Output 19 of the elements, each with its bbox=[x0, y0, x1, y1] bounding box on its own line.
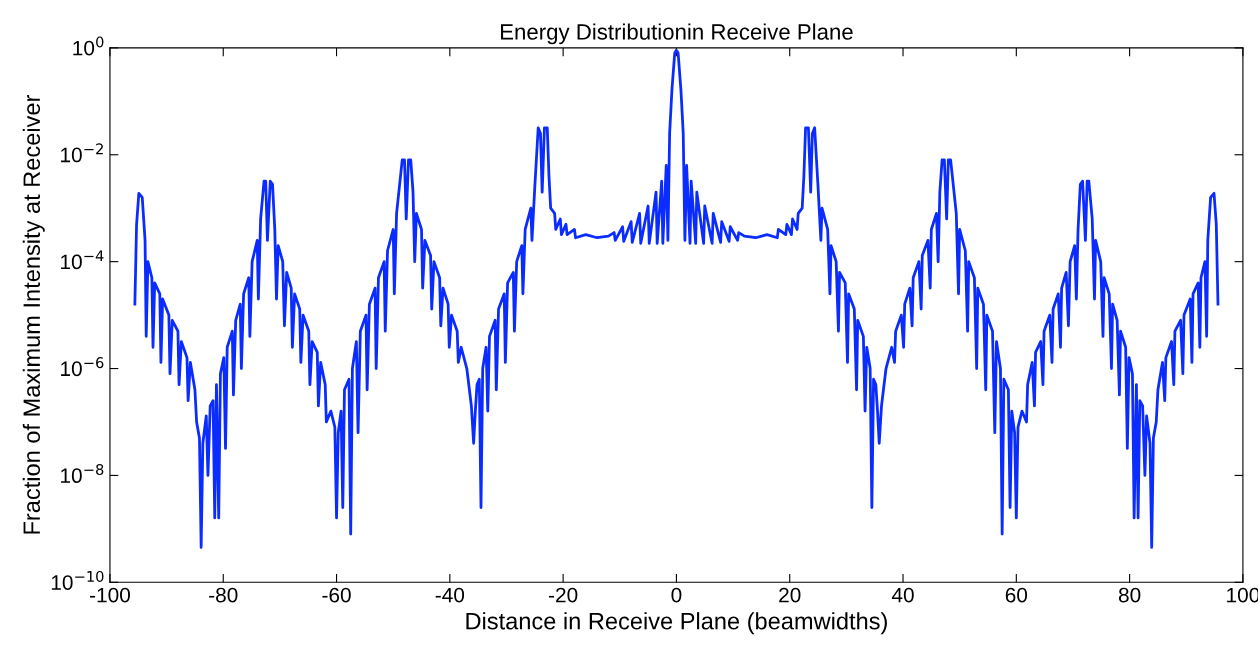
x-tick-label: 0 bbox=[671, 587, 682, 603]
x-tick-label: -100 bbox=[90, 587, 130, 603]
x-tick-label: -20 bbox=[549, 587, 578, 603]
y-tick-label: 10$^{0}$ bbox=[73, 36, 104, 56]
x-tick-label: 20 bbox=[779, 587, 801, 603]
y-tick-label: 10$^{−2}$ bbox=[61, 143, 103, 163]
y-tick-label: 10$^{−6}$ bbox=[61, 357, 104, 377]
y-tick-label: 10$^{−4}$ bbox=[61, 250, 104, 270]
x-tick-label: 80 bbox=[1118, 587, 1141, 603]
y-tick-label: 10$^{−8}$ bbox=[61, 464, 104, 484]
x-tick-label: -60 bbox=[322, 587, 351, 603]
x-tick-label: 40 bbox=[891, 587, 914, 603]
x-axis-title: Distance in Receive Plane (beamwidths) bbox=[466, 612, 887, 635]
x-tick-label: -80 bbox=[209, 587, 238, 603]
line-series bbox=[133, 48, 1220, 549]
chart-title: Energy Distributionin Receive Plane bbox=[501, 23, 853, 45]
y-axis-title: Fraction of Maximum Intensity at Receiver bbox=[22, 95, 45, 534]
x-tick-label: -40 bbox=[435, 587, 465, 603]
x-tick-label: 60 bbox=[1005, 587, 1028, 603]
